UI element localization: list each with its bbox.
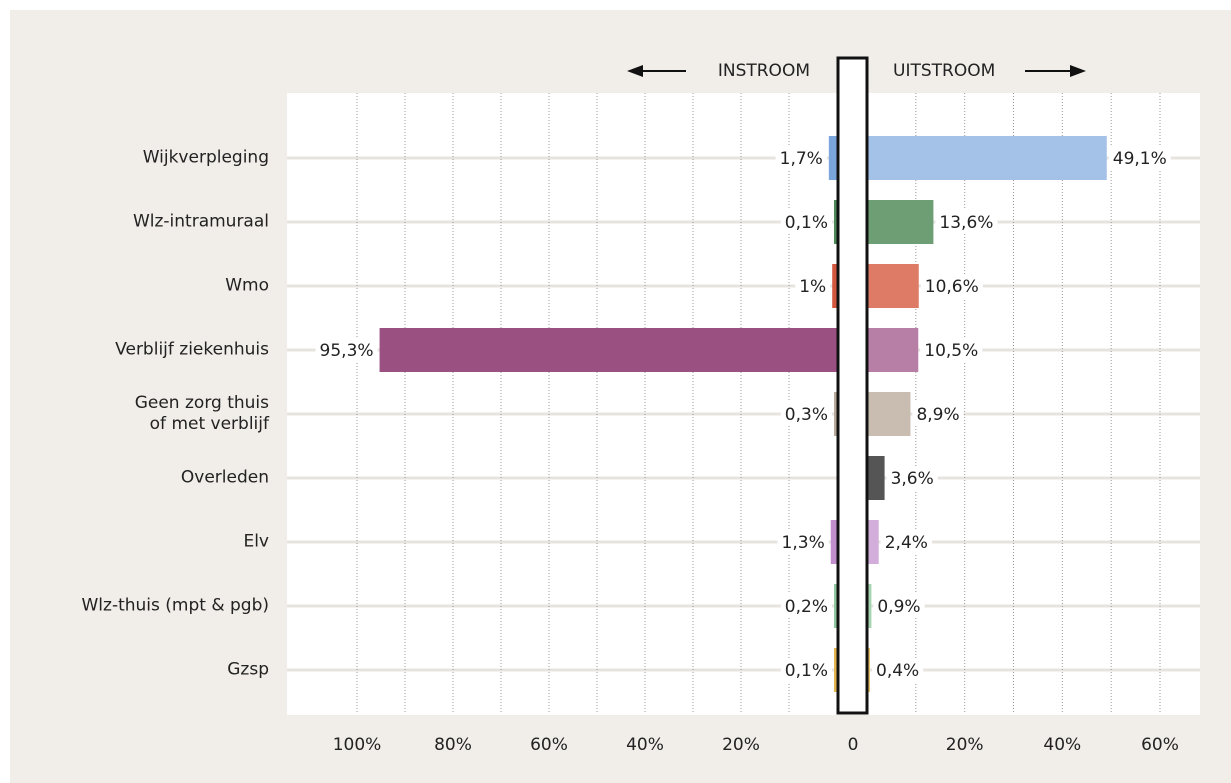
value-label: 0,1%	[785, 661, 828, 681]
value-label-bg	[880, 530, 932, 554]
bar	[867, 392, 911, 436]
bar	[867, 456, 885, 500]
value-label-bg	[912, 402, 964, 426]
value-label: 1,3%	[782, 533, 825, 553]
instroom-heading: INSTROOM	[718, 61, 810, 81]
value-label: 0,9%	[877, 597, 920, 617]
value-label-bg	[780, 658, 832, 682]
category-label: Overleden	[180, 467, 269, 488]
value-label: 1%	[799, 277, 826, 297]
category-label: Wlz-thuis (mpt & pgb)	[81, 595, 269, 616]
center-tick-label: 0	[848, 735, 859, 755]
value-label-bg	[886, 466, 938, 490]
bar	[867, 264, 919, 308]
value-label-bg	[780, 594, 832, 618]
category-label: Wijkverpleging	[142, 147, 269, 168]
bar	[834, 584, 837, 628]
bar	[867, 584, 872, 628]
bar	[867, 328, 919, 372]
category-label: Wmo	[225, 275, 269, 296]
value-label: 95,3%	[320, 341, 374, 361]
value-label-bg	[873, 594, 925, 618]
bar	[867, 136, 1107, 180]
x-tick-label: 20%	[722, 735, 760, 755]
category-label: Wlz-intramuraal	[132, 211, 269, 232]
bar	[379, 328, 837, 372]
bar	[832, 264, 837, 308]
center-box	[836, 56, 869, 715]
value-label: 10,6%	[925, 277, 979, 297]
value-label: 0,2%	[785, 597, 828, 617]
value-label: 10,5%	[924, 341, 978, 361]
x-tick-label: 40%	[626, 735, 664, 755]
value-label: 2,4%	[885, 533, 928, 553]
bar	[867, 200, 934, 244]
x-tick-label: 40%	[1043, 735, 1081, 755]
value-label: 0,3%	[785, 405, 828, 425]
x-tick-label: 80%	[434, 735, 472, 755]
value-label: 0,1%	[785, 213, 828, 233]
value-label: 0,4%	[876, 661, 919, 681]
value-label-bg	[935, 210, 998, 234]
value-label-bg	[920, 338, 983, 362]
grid	[287, 93, 1200, 713]
arrowhead-left	[627, 65, 643, 77]
uitstroom-heading: UITSTROOM	[893, 61, 995, 81]
bar	[867, 520, 879, 564]
value-label-bg	[775, 146, 827, 170]
category-label: Gzsp	[227, 659, 269, 680]
value-label-bg	[1108, 146, 1171, 170]
value-label-bg	[315, 338, 378, 362]
bar	[834, 392, 837, 436]
value-label-bg	[872, 658, 924, 682]
value-label: 1,7%	[780, 149, 823, 169]
category-label: Geen zorg thuis of met verblijf	[134, 393, 269, 434]
value-label: 8,9%	[916, 405, 959, 425]
value-label-bg	[780, 210, 832, 234]
bar	[828, 136, 837, 180]
plot-area	[287, 93, 1200, 715]
category-label: Verblijf ziekenhuis	[115, 339, 269, 360]
value-label-bg	[777, 530, 829, 554]
x-tick-label: 60%	[1141, 735, 1179, 755]
value-label-bg	[920, 274, 983, 298]
value-label: 3,6%	[891, 469, 934, 489]
x-tick-label: 20%	[946, 735, 984, 755]
bar	[834, 200, 837, 244]
value-label-bg	[795, 274, 831, 298]
bar	[830, 520, 837, 564]
value-label: 13,6%	[939, 213, 993, 233]
x-tick-label: 100%	[333, 735, 382, 755]
value-label-bg	[780, 402, 832, 426]
value-label: 49,1%	[1113, 149, 1167, 169]
arrowhead-right	[1070, 65, 1086, 77]
category-label: Elv	[243, 531, 269, 552]
x-tick-label: 60%	[530, 735, 568, 755]
bar	[834, 648, 837, 692]
